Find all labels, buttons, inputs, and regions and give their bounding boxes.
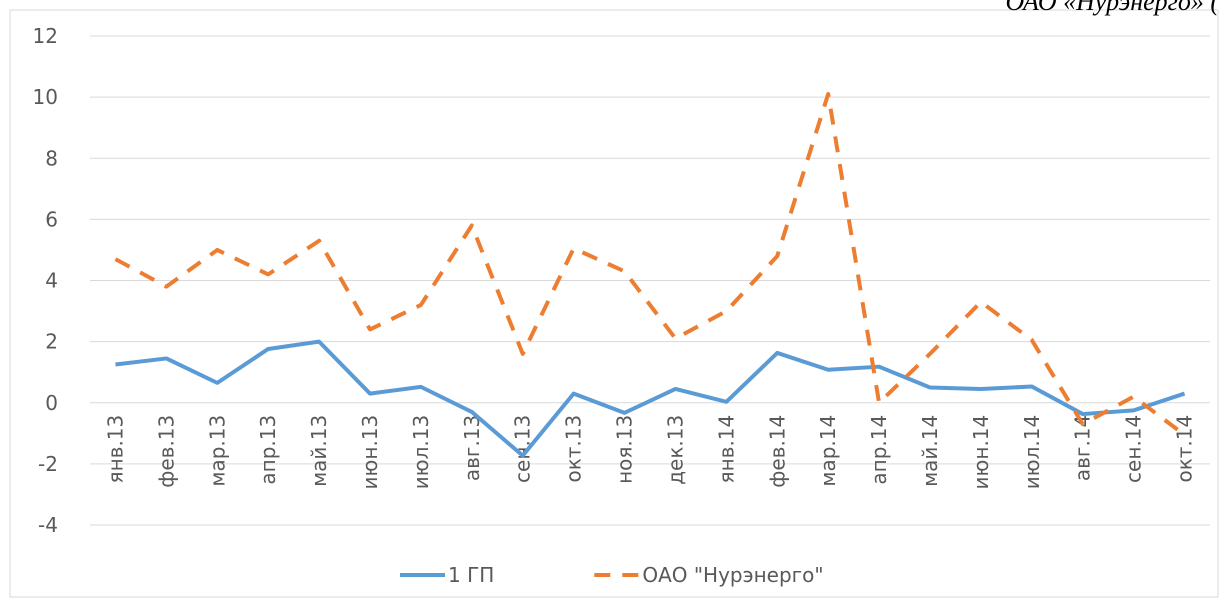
x-tick-label: окт.13 (562, 415, 586, 483)
x-tick-label: май.13 (307, 415, 331, 487)
x-tick-label: ноя.13 (613, 415, 637, 484)
series-line (115, 339, 1186, 458)
x-tick-label: мар.14 (816, 415, 840, 487)
x-tick-label: авг.13 (460, 415, 484, 481)
y-tick-label: 0 (45, 391, 58, 415)
legend-label: ОАО "Нурэнерго" (642, 563, 823, 587)
caption: ОАО «Нурэнерго» ( (1005, 0, 1219, 16)
x-tick-label: апр.13 (256, 415, 280, 485)
x-tick-label: мар.13 (205, 415, 229, 487)
y-tick-label: 10 (33, 85, 58, 109)
y-tick-label: 6 (45, 207, 58, 231)
x-tick-label: сен.14 (1122, 415, 1146, 483)
x-tick-label: фев.14 (765, 415, 789, 488)
x-tick-label: дек.13 (663, 415, 687, 485)
series-line (114, 92, 1186, 437)
x-tick-label: фев.13 (154, 415, 178, 488)
legend-label: 1 ГП (448, 563, 494, 587)
x-tick-label: апр.14 (867, 415, 891, 485)
x-tick-label: окт.14 (1173, 415, 1197, 483)
x-tick-label: июл.14 (1020, 415, 1044, 489)
x-tick-label: янв.14 (714, 415, 738, 484)
chart-frame (9, 9, 1219, 598)
y-tick-label: 12 (33, 24, 58, 48)
x-tick-label: июл.13 (409, 415, 433, 489)
x-tick-label: янв.13 (103, 415, 127, 484)
y-tick-label: 4 (45, 269, 58, 293)
y-tick-label: -2 (38, 452, 58, 476)
x-tick-label: июн.14 (969, 415, 993, 490)
y-tick-label: 8 (45, 146, 58, 170)
x-tick-label: май.14 (918, 415, 942, 487)
y-tick-label: 2 (45, 330, 58, 354)
x-tick-label: июн.13 (358, 415, 382, 490)
y-tick-label: -4 (38, 513, 58, 537)
